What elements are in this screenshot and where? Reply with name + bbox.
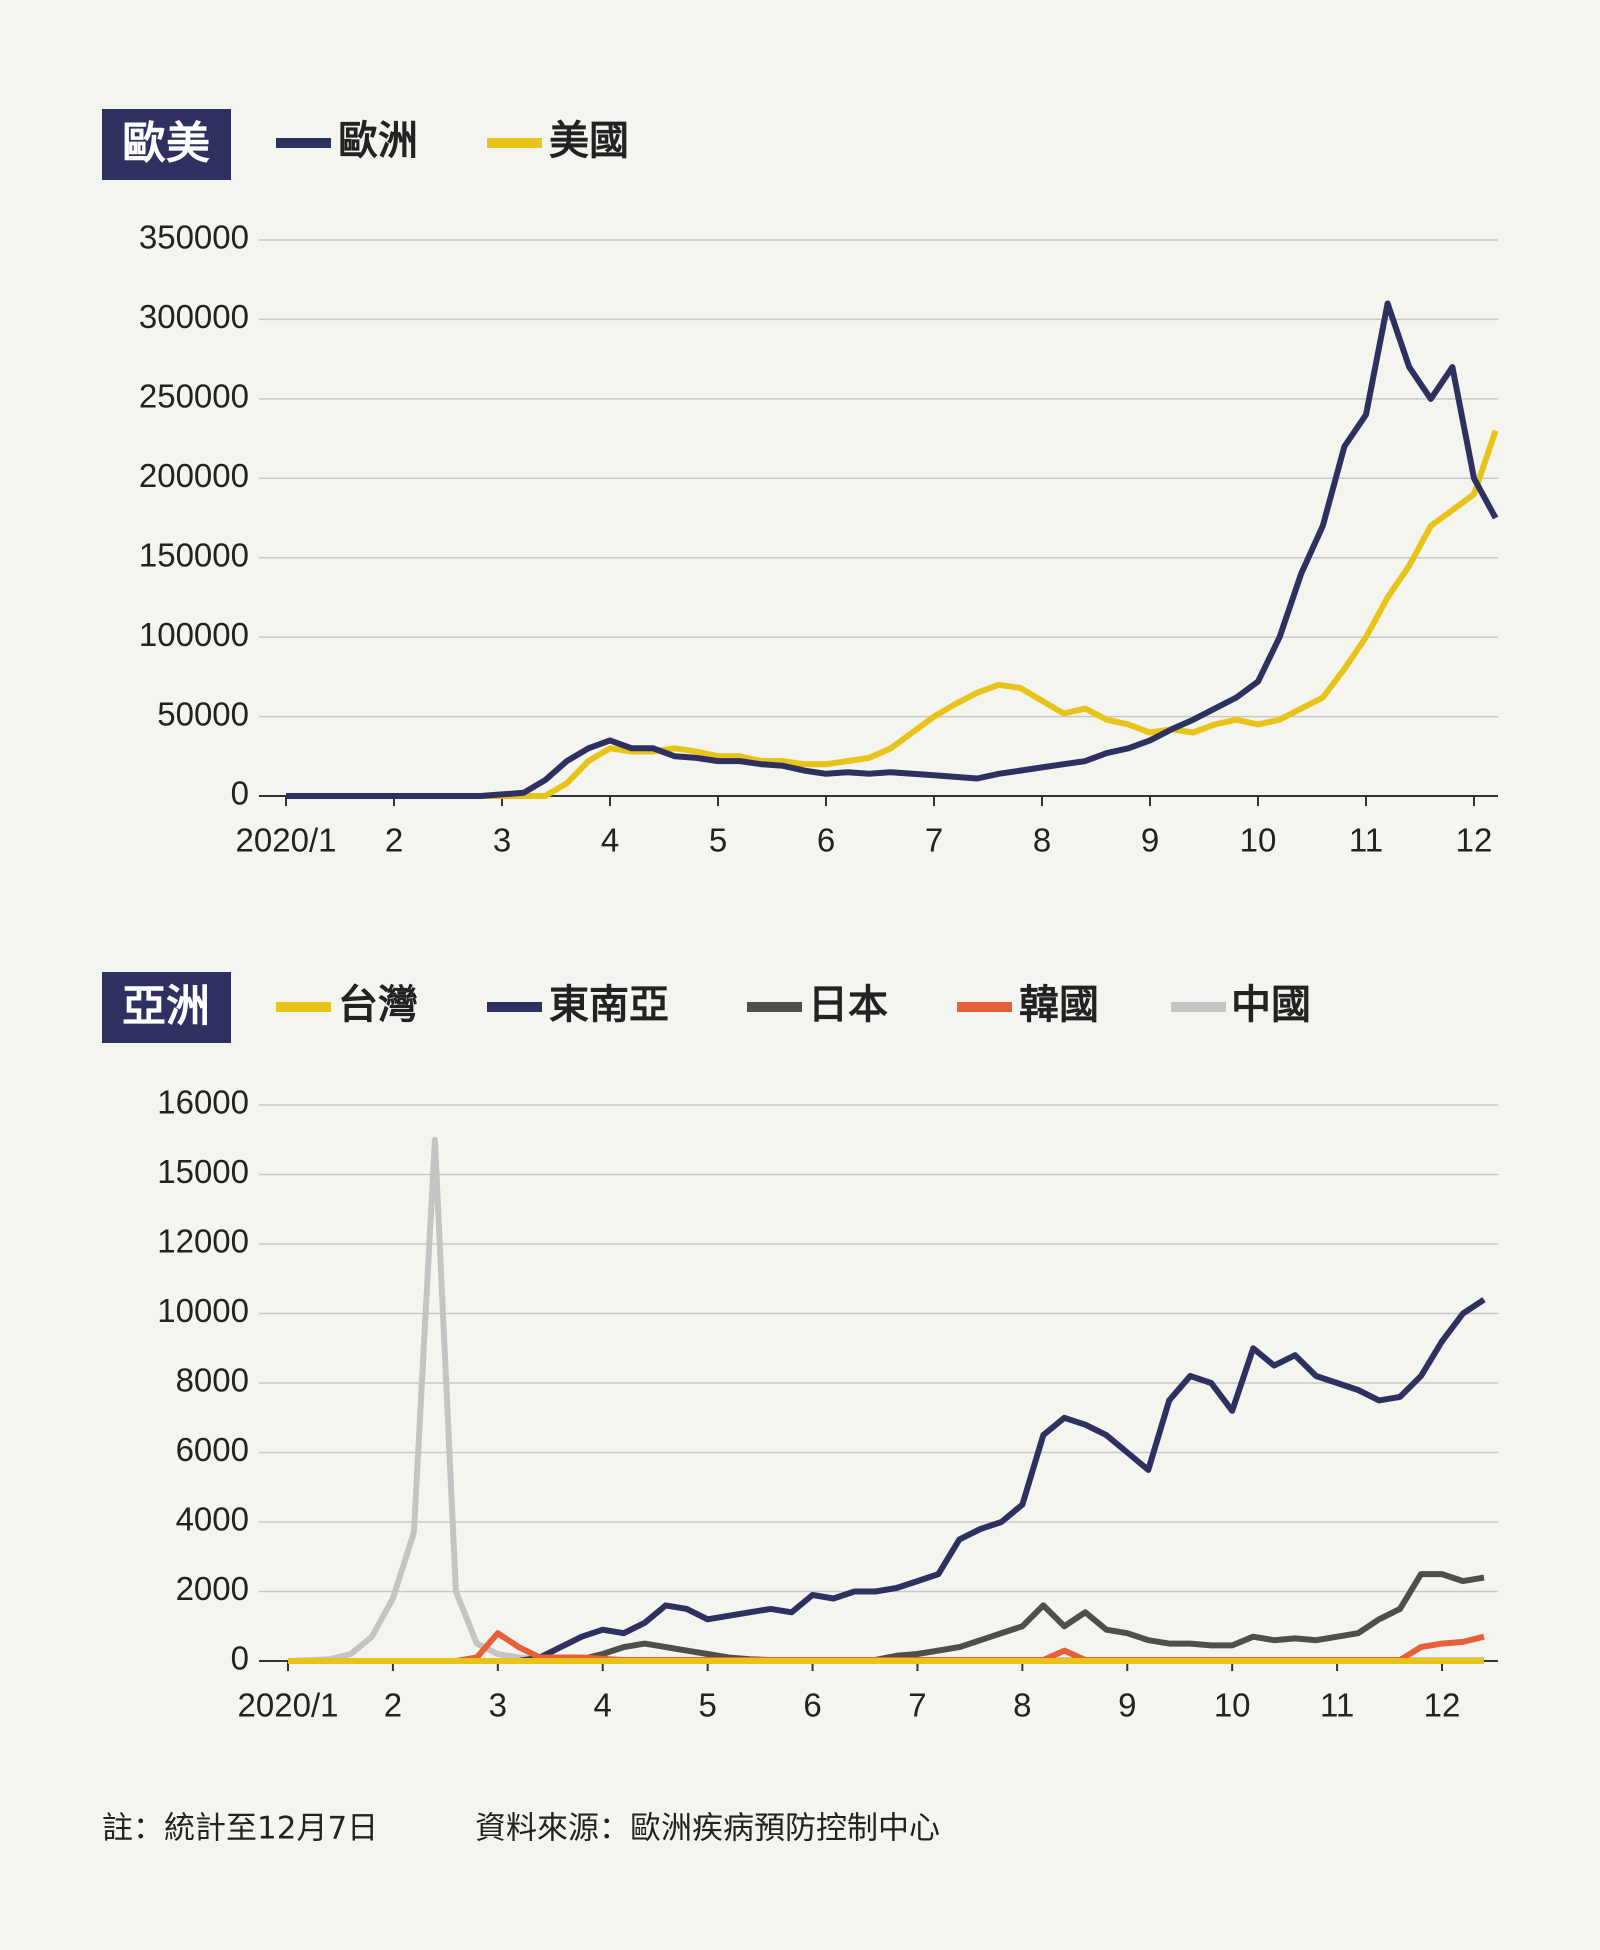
chart-title: 歐美: [122, 118, 210, 169]
x-tick-label: 5: [698, 1687, 716, 1724]
legend-label: 台灣: [338, 982, 418, 1028]
series-line: [286, 300, 1499, 799]
x-tick-label: 4: [594, 1687, 612, 1724]
x-tick-label: 6: [817, 822, 835, 859]
x-tick-label: 8: [1013, 1687, 1031, 1724]
legend-label: 日本: [808, 982, 888, 1028]
x-tick-label: 9: [1141, 822, 1159, 859]
y-tick-label: 4000: [176, 1501, 249, 1538]
y-tick-label: 0: [231, 1640, 249, 1677]
y-tick-label: 6000: [176, 1431, 249, 1468]
y-tick-label: 8000: [176, 1362, 249, 1399]
note: 註：統計至12月7日: [102, 1811, 378, 1847]
y-tick-label: 15000: [157, 1153, 249, 1190]
heading-box: [102, 109, 231, 180]
y-tick-label: 300000: [139, 298, 249, 335]
x-tick-label: 8: [1033, 822, 1051, 859]
series-line: [287, 1136, 1484, 1664]
source: 資料來源：歐洲疾病預防控制中心: [475, 1811, 940, 1847]
x-tick-label: 11: [1320, 1687, 1354, 1724]
y-tick-label: 250000: [139, 378, 249, 415]
series-line: [286, 429, 1499, 799]
heading-box: [102, 972, 231, 1043]
x-tick-label: 10: [1214, 1687, 1251, 1724]
x-tick-label: 7: [925, 822, 943, 859]
x-tick-label: 5: [709, 822, 727, 859]
x-tick-label: 12: [1424, 1687, 1461, 1724]
legend-label: 東南亞: [549, 982, 669, 1028]
y-tick-label: 0: [231, 775, 249, 812]
y-tick-label: 150000: [139, 536, 249, 573]
legend-label: 韓國: [1019, 982, 1099, 1028]
x-tick-label: 2: [385, 822, 403, 859]
y-tick-label: 2000: [176, 1570, 249, 1607]
x-tick-label: 3: [493, 822, 511, 859]
series-line: [288, 1297, 1486, 1664]
y-tick-label: 10000: [157, 1292, 249, 1329]
legend-label: 中國: [1231, 982, 1311, 1028]
x-tick-label: 2020/1: [238, 1687, 339, 1724]
y-tick-label: 16000: [157, 1084, 249, 1121]
x-tick-label: 2: [384, 1687, 402, 1724]
y-tick-label: 12000: [157, 1223, 249, 1260]
x-tick-label: 9: [1118, 1687, 1136, 1724]
x-tick-label: 2020/1: [236, 822, 337, 859]
legend-label: 歐洲: [338, 118, 418, 164]
y-tick-label: 50000: [157, 695, 249, 732]
x-tick-label: 3: [489, 1687, 507, 1724]
x-tick-label: 7: [908, 1687, 926, 1724]
y-tick-label: 350000: [139, 219, 249, 256]
x-tick-label: 4: [601, 822, 619, 859]
chart-title: 亞洲: [122, 981, 210, 1032]
x-tick-label: 11: [1349, 822, 1383, 859]
y-tick-label: 100000: [139, 616, 249, 653]
x-tick-label: 12: [1456, 822, 1493, 859]
x-tick-label: 6: [803, 1687, 821, 1724]
x-tick-label: 10: [1240, 822, 1277, 859]
legend-label: 美國: [549, 118, 629, 164]
y-tick-label: 200000: [139, 457, 249, 494]
